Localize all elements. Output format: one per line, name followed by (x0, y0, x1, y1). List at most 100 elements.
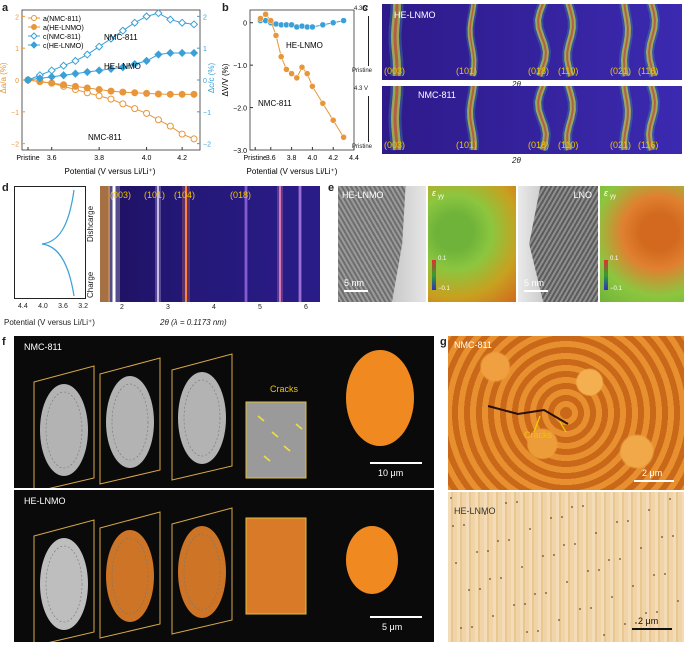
a-xtick-label: 3.8 (94, 155, 104, 162)
f-crack-arrow (271, 431, 279, 438)
b-ytick-label: −3.0 (233, 148, 247, 155)
a-data-point (95, 66, 104, 75)
b-xlabel: Potential (V versus Li/Li⁺) (247, 167, 338, 176)
d-right-xtick: 5 (258, 304, 262, 311)
f-particle-slice (40, 384, 88, 476)
b-data-point (288, 70, 295, 77)
d-left-edge (100, 186, 110, 302)
e-strain-he-lnmo: ε yy 0.1 −0.1 (428, 186, 516, 302)
contour-band-core (393, 4, 399, 77)
g-pore-dot (603, 634, 605, 636)
a-data-point (189, 20, 199, 29)
g-pore-dot (632, 585, 634, 587)
a-data-point (154, 90, 162, 98)
g-pore-dot (664, 573, 666, 575)
b-data-point (293, 74, 301, 82)
c-bottom-v-bottom: Pristine (352, 144, 373, 150)
g-crack-pointer (533, 415, 541, 433)
contour-band-core (566, 4, 574, 77)
g-pore-dot (553, 554, 555, 556)
g-pore-dot (640, 547, 642, 549)
a-data-point (154, 50, 163, 59)
a-data-point (119, 88, 127, 96)
d-right-xtick: 4 (212, 304, 216, 311)
a-data-point (107, 95, 115, 103)
a-annot-nmc-bottom: NMC-811 (88, 133, 122, 142)
contour-band-core (648, 4, 656, 77)
g-pore-dot (452, 525, 454, 527)
b-data-point (340, 134, 347, 141)
g-pore-dot (611, 596, 613, 598)
g-pore-dot (487, 550, 489, 552)
a-data-point (190, 135, 198, 143)
b-annot-nmc: NMC-811 (258, 99, 292, 108)
f-slice-texture (183, 533, 221, 611)
a-data-point (166, 122, 174, 130)
g-pore-dot (534, 593, 536, 595)
g-pore-dot (574, 543, 576, 545)
f-top-cracks: Cracks (270, 384, 299, 394)
a-xtick-label: 3.6 (47, 155, 57, 162)
c-bottom-voltage-axis: 4.3 V Pristine (352, 86, 382, 156)
g-pore-dot (460, 627, 462, 629)
a-data-point (178, 18, 187, 27)
a-legend-marker (31, 24, 37, 30)
f-particle-slice (178, 372, 226, 464)
panel-a-label: a (2, 2, 9, 14)
g-top-nmc-811-sem: NMC-811 Cracks 2 μm (448, 336, 684, 490)
c-top-xlabel: 2θ (512, 80, 521, 89)
b-ylabel: ΔV/V (%) (221, 63, 230, 96)
b-data-point (319, 21, 327, 29)
c-top-peak-018: (018) (528, 66, 550, 76)
b-data-point (309, 83, 316, 90)
f-zoom-box (245, 517, 307, 615)
e-cbar-2-top: 0.1 (610, 256, 619, 262)
panel-e-label: e (328, 182, 335, 194)
d-left-xtick: 4.4 (18, 303, 28, 310)
f-crack-arrow (283, 445, 291, 452)
b-annot-hel: HE-LNMO (286, 41, 323, 50)
c-bottom-peak-110: (110) (558, 140, 579, 150)
a-ytick-label-right: −2 (203, 142, 211, 149)
g-pore-dot (524, 603, 526, 605)
d-potential-profile (14, 186, 86, 299)
d-left-xtick: 3.6 (58, 303, 68, 310)
a-data-point (71, 56, 80, 66)
b-data-point (272, 32, 280, 39)
e-tem-lno: LNO 5 nm (518, 186, 598, 302)
f-particle-slice (40, 538, 88, 630)
g-top-scale: 2 μm (642, 468, 663, 478)
f-slice-frame (99, 357, 161, 485)
a-legend-entry: a(NMC-811) (43, 16, 81, 23)
b-data-point (257, 15, 264, 22)
b-data-point (319, 100, 327, 107)
e-eps-1-sub: yy (438, 194, 444, 200)
contour-band-halo (533, 86, 552, 152)
c-bottom-peak-003: (003) (384, 140, 406, 150)
g-pore-dot (545, 592, 547, 594)
f-top-title: NMC-811 (24, 342, 62, 352)
b-ytick-label: −2.0 (233, 106, 247, 113)
g-pore-dot (563, 544, 565, 546)
a-legend-entry: a(HE-LNMO) (43, 25, 84, 32)
d-left-xticks: 4.4 4.0 3.6 3.2 (18, 303, 88, 310)
contour-band-core (537, 4, 547, 77)
d-right-xtick: 6 (304, 304, 308, 311)
f-crack-arrow (295, 423, 303, 430)
b-data-point (303, 70, 311, 77)
d-right-xtick: 3 (166, 304, 170, 311)
f-particle-slice (178, 526, 226, 618)
a-data-point (130, 18, 139, 27)
a-data-point (143, 89, 151, 97)
contour-band-core (623, 4, 629, 77)
a-data-point (83, 50, 92, 59)
contour-band-core (469, 4, 475, 77)
g-pore-dot (468, 589, 470, 591)
g-pore-dot (579, 608, 581, 610)
c-bottom-xlabel: 2θ (512, 156, 521, 165)
a-ytick-label-left: 0 (15, 78, 19, 85)
d-peak-104: (104) (174, 190, 196, 200)
contour-band-core (469, 86, 475, 151)
d-left-xtick: 3.2 (78, 303, 88, 310)
contour-band-core (537, 86, 547, 151)
